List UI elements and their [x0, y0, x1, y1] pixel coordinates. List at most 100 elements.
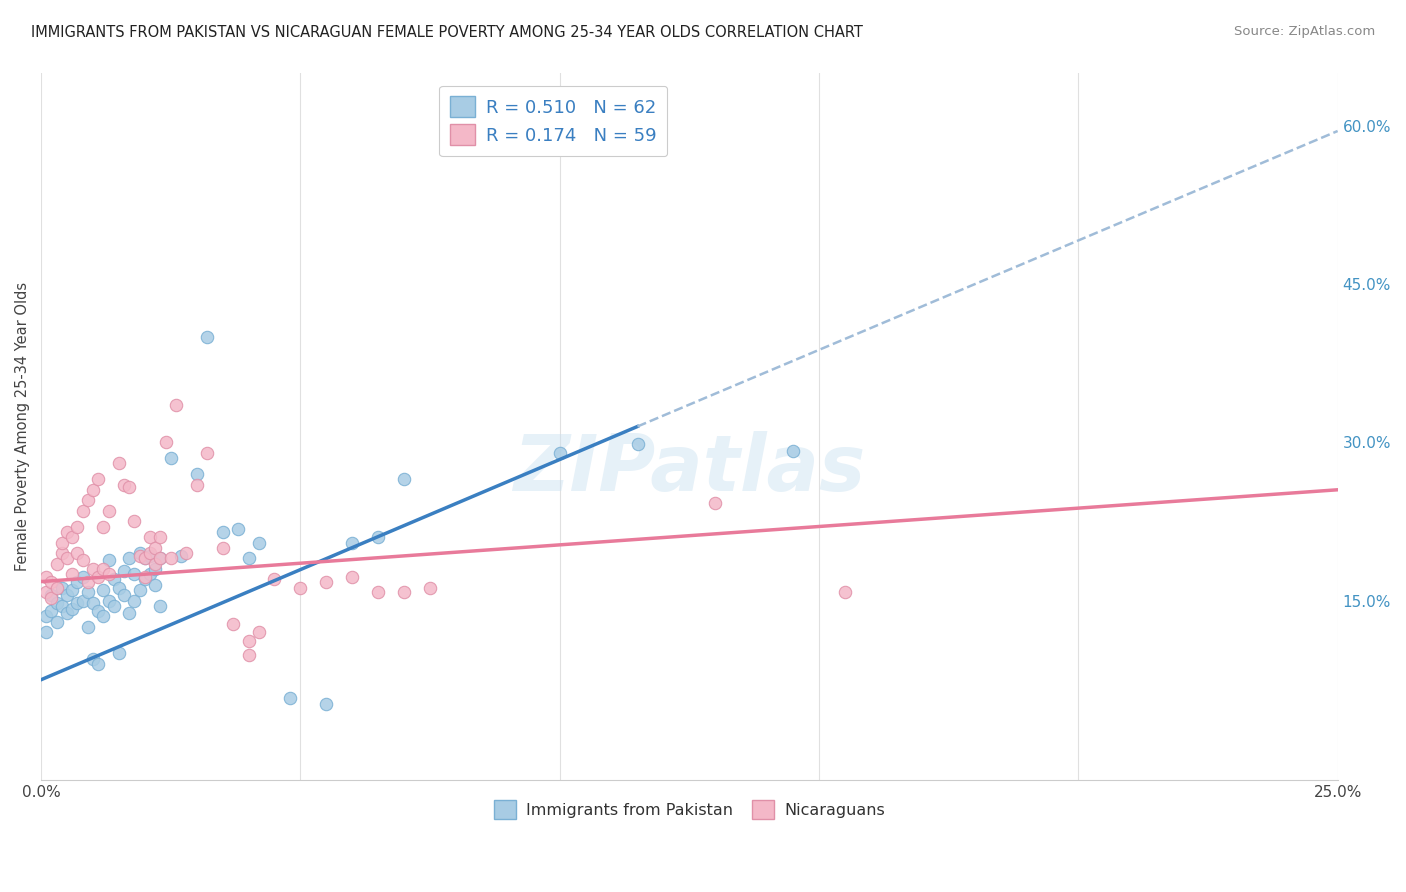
Point — [87, 472, 110, 486]
Point — [97, 593, 120, 607]
Point — [170, 549, 193, 564]
Point — [45, 557, 67, 571]
Point — [139, 530, 162, 544]
Point — [66, 519, 89, 533]
Point — [97, 567, 120, 582]
Point — [782, 443, 804, 458]
Point — [87, 604, 110, 618]
Point — [149, 551, 172, 566]
Point — [238, 633, 260, 648]
Point — [118, 606, 141, 620]
Point — [112, 477, 135, 491]
Point — [704, 496, 727, 510]
Point — [35, 585, 58, 599]
Point — [834, 585, 856, 599]
Point — [186, 467, 208, 481]
Point — [626, 437, 648, 451]
Point — [41, 604, 63, 618]
Point — [93, 582, 115, 597]
Point — [82, 483, 104, 497]
Point — [238, 551, 260, 566]
Point — [548, 446, 571, 460]
Point — [124, 593, 146, 607]
Point — [149, 599, 172, 613]
Point — [35, 570, 58, 584]
Point — [60, 567, 83, 582]
Point — [159, 551, 181, 566]
Point — [82, 651, 104, 665]
Point — [149, 530, 172, 544]
Point — [56, 606, 79, 620]
Text: IMMIGRANTS FROM PAKISTAN VS NICARAGUAN FEMALE POVERTY AMONG 25-34 YEAR OLDS CORR: IMMIGRANTS FROM PAKISTAN VS NICARAGUAN F… — [31, 25, 863, 40]
Point — [118, 551, 141, 566]
Point — [143, 557, 166, 571]
Point — [108, 646, 131, 660]
Point — [66, 574, 89, 589]
Point — [186, 477, 208, 491]
Point — [290, 581, 312, 595]
Point — [45, 581, 67, 595]
Point — [134, 551, 156, 566]
Point — [51, 599, 73, 613]
Point — [93, 519, 115, 533]
Point — [139, 546, 162, 560]
Point — [143, 578, 166, 592]
Point — [93, 562, 115, 576]
Point — [367, 585, 389, 599]
Point — [41, 588, 63, 602]
Point — [51, 535, 73, 549]
Point — [56, 551, 79, 566]
Point — [82, 562, 104, 576]
Point — [315, 697, 337, 711]
Point — [195, 330, 218, 344]
Point — [72, 570, 94, 584]
Point — [247, 625, 270, 640]
Point — [72, 504, 94, 518]
Point — [263, 573, 285, 587]
Point — [76, 620, 98, 634]
Point — [278, 690, 301, 705]
Point — [93, 609, 115, 624]
Point — [72, 593, 94, 607]
Point — [128, 546, 150, 560]
Point — [176, 546, 198, 560]
Point — [87, 570, 110, 584]
Point — [128, 582, 150, 597]
Point — [342, 535, 364, 549]
Point — [60, 582, 83, 597]
Point — [51, 546, 73, 560]
Point — [134, 570, 156, 584]
Legend: Immigrants from Pakistan, Nicaraguans: Immigrants from Pakistan, Nicaraguans — [488, 794, 891, 825]
Point — [87, 657, 110, 671]
Point — [159, 451, 181, 466]
Point — [51, 581, 73, 595]
Point — [134, 551, 156, 566]
Point — [124, 567, 146, 582]
Point — [222, 616, 245, 631]
Point — [35, 609, 58, 624]
Point — [124, 515, 146, 529]
Point — [112, 588, 135, 602]
Point — [419, 581, 441, 595]
Point — [367, 530, 389, 544]
Point — [128, 549, 150, 564]
Point — [134, 573, 156, 587]
Point — [155, 435, 177, 450]
Point — [143, 541, 166, 555]
Point — [108, 457, 131, 471]
Point — [76, 493, 98, 508]
Point — [72, 553, 94, 567]
Point — [165, 398, 187, 412]
Point — [76, 585, 98, 599]
Point — [226, 522, 249, 536]
Point — [195, 446, 218, 460]
Point — [392, 472, 415, 486]
Point — [247, 535, 270, 549]
Point — [139, 549, 162, 564]
Point — [211, 541, 233, 555]
Point — [97, 504, 120, 518]
Point — [41, 591, 63, 606]
Point — [82, 596, 104, 610]
Point — [392, 585, 415, 599]
Point — [60, 530, 83, 544]
